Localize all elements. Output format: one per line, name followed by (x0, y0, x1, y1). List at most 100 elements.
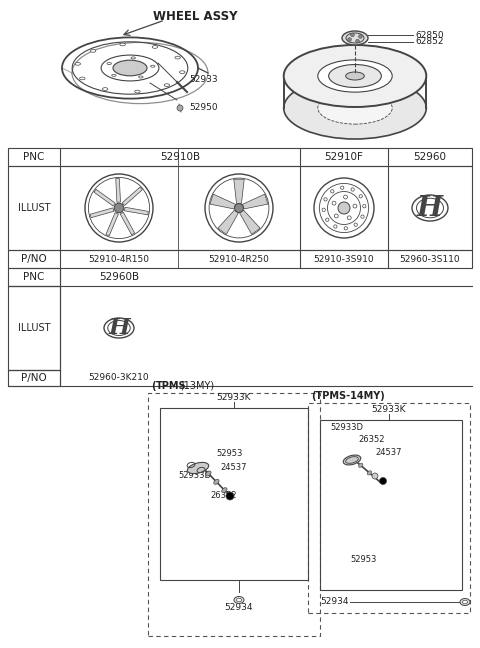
Circle shape (380, 478, 386, 485)
Text: 26352: 26352 (358, 435, 384, 444)
Text: ILLUST: ILLUST (18, 203, 50, 213)
Polygon shape (210, 194, 236, 209)
Ellipse shape (237, 598, 241, 602)
Ellipse shape (135, 90, 140, 93)
Polygon shape (242, 194, 268, 209)
Circle shape (331, 190, 334, 193)
Text: 62850: 62850 (415, 30, 444, 40)
Text: H: H (108, 317, 130, 339)
Circle shape (85, 174, 153, 242)
Polygon shape (124, 207, 148, 215)
Circle shape (114, 203, 124, 213)
Text: 26352: 26352 (210, 491, 237, 500)
Polygon shape (116, 178, 120, 202)
Ellipse shape (284, 45, 426, 107)
Ellipse shape (367, 471, 372, 475)
Ellipse shape (175, 56, 180, 59)
Circle shape (351, 33, 354, 37)
Polygon shape (218, 210, 239, 235)
Text: PNC: PNC (24, 152, 45, 162)
Circle shape (359, 35, 362, 38)
Text: 62852: 62852 (415, 38, 444, 47)
Ellipse shape (80, 77, 85, 80)
Text: 52933K: 52933K (372, 405, 406, 414)
Text: 24537: 24537 (220, 463, 247, 472)
Text: 52934: 52934 (225, 603, 253, 612)
Ellipse shape (152, 45, 157, 49)
Circle shape (324, 198, 327, 201)
Text: 52960-3K210: 52960-3K210 (89, 373, 149, 382)
Polygon shape (234, 179, 244, 203)
Ellipse shape (222, 488, 227, 492)
Text: 52953: 52953 (350, 555, 376, 564)
Text: 52950: 52950 (189, 104, 217, 113)
Circle shape (372, 473, 378, 479)
Text: 52933K: 52933K (217, 393, 251, 402)
Circle shape (351, 188, 354, 191)
Text: WHEEL ASSY: WHEEL ASSY (153, 10, 237, 23)
Ellipse shape (346, 72, 364, 80)
Ellipse shape (102, 87, 108, 90)
Text: 52933D: 52933D (330, 423, 363, 432)
Circle shape (363, 205, 366, 208)
Text: )13MY): )13MY) (180, 381, 214, 391)
Ellipse shape (113, 60, 147, 76)
Ellipse shape (342, 31, 368, 45)
Circle shape (348, 38, 351, 41)
Polygon shape (122, 187, 142, 205)
Circle shape (322, 208, 325, 211)
Ellipse shape (180, 71, 185, 73)
Text: (TPMS-14MY): (TPMS-14MY) (311, 391, 385, 401)
Bar (8, 286, 60, 370)
Polygon shape (240, 210, 260, 235)
Ellipse shape (318, 60, 392, 92)
Text: 52934: 52934 (320, 597, 348, 607)
Ellipse shape (187, 463, 209, 474)
Bar (160, 408, 308, 580)
Text: PNC: PNC (24, 272, 45, 282)
Circle shape (338, 202, 350, 214)
Ellipse shape (112, 75, 116, 76)
Text: ILLUST: ILLUST (18, 323, 50, 333)
Ellipse shape (329, 65, 381, 87)
Bar (8, 250, 472, 268)
Circle shape (354, 223, 357, 226)
Ellipse shape (460, 599, 470, 605)
Circle shape (226, 492, 234, 500)
Bar (8, 166, 472, 250)
Ellipse shape (90, 49, 96, 52)
Text: 52960B: 52960B (99, 272, 139, 282)
Ellipse shape (214, 480, 219, 484)
Bar (8, 268, 60, 286)
Ellipse shape (139, 76, 143, 78)
Text: TPMS: TPMS (156, 381, 187, 391)
Text: H: H (417, 194, 443, 222)
Circle shape (235, 203, 243, 213)
Circle shape (325, 218, 329, 222)
Ellipse shape (120, 43, 125, 46)
Circle shape (353, 204, 357, 208)
Ellipse shape (206, 471, 211, 476)
Text: (: ( (151, 381, 156, 391)
Text: P/NO: P/NO (21, 254, 47, 264)
Circle shape (356, 40, 360, 43)
Circle shape (359, 194, 362, 198)
Circle shape (335, 214, 338, 218)
Text: 52910F: 52910F (324, 152, 363, 162)
Ellipse shape (164, 84, 169, 86)
Circle shape (344, 227, 348, 230)
Text: 52933D: 52933D (178, 471, 211, 480)
Ellipse shape (131, 57, 135, 59)
Circle shape (341, 186, 344, 189)
Ellipse shape (234, 597, 244, 603)
Text: 52910-4R250: 52910-4R250 (209, 255, 269, 264)
Circle shape (332, 201, 336, 205)
Ellipse shape (318, 92, 392, 124)
Text: 52910-3S910: 52910-3S910 (314, 255, 374, 264)
Ellipse shape (151, 65, 155, 67)
Bar (8, 370, 60, 386)
Polygon shape (90, 208, 114, 218)
Circle shape (334, 225, 337, 228)
Polygon shape (120, 213, 135, 235)
Text: 24537: 24537 (375, 448, 401, 457)
